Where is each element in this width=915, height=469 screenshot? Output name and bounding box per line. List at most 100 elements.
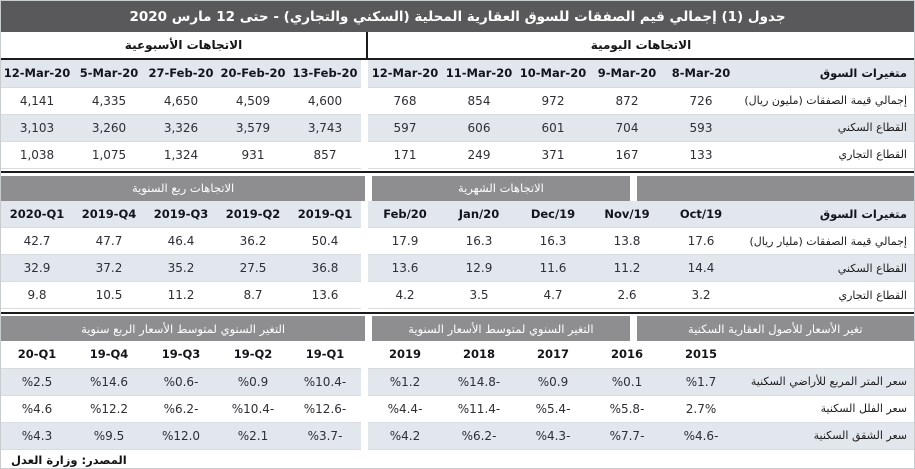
quarterly-trends-header: الاتجاهات ربع السنوية (1, 175, 366, 201)
value-cell: 3,579 (217, 114, 289, 142)
value-cell: %2.1 (217, 422, 289, 450)
value-cell: 768 (368, 87, 442, 115)
header-gutter (365, 316, 373, 341)
value-cell: %4.2 (368, 422, 442, 450)
column-header: 2019 (368, 341, 442, 369)
column-gutter (361, 114, 368, 142)
value-cell: 4,141 (1, 87, 73, 115)
row-label: سعر الفلل السكنية (738, 395, 914, 423)
value-cell: 931 (217, 141, 289, 169)
value-cell: 4.7 (516, 281, 590, 309)
column-header: 9-Mar-20 (590, 60, 664, 88)
column-gutter (361, 141, 368, 169)
market-variables-header: متغيرات السوق (738, 60, 914, 88)
value-cell: 857 (289, 141, 361, 169)
value-cell: 371 (516, 141, 590, 169)
column-header: 2020-Q1 (1, 200, 73, 228)
column-gutter (361, 341, 368, 369)
column-header: 8-Mar-20 (664, 60, 738, 88)
market-variables-header: متغيرات السوق (738, 200, 914, 228)
value-cell: %5.8- (590, 395, 664, 423)
value-cell: 47.7 (73, 227, 145, 255)
section2-group-header: الاتجاهات ربع السنوية الاتجاهات الشهرية (1, 175, 914, 201)
column-header: 12-Mar-20 (368, 60, 442, 88)
column-header: 19-Q3 (145, 341, 217, 369)
column-gutter (361, 227, 368, 255)
column-gutter (361, 87, 368, 115)
column-gutter (361, 395, 368, 423)
row-label: القطاع السكني (738, 114, 914, 142)
column-header: 19-Q2 (217, 341, 289, 369)
monthly-trends-header: الاتجاهات الشهرية (372, 175, 630, 201)
value-cell: %0.9 (217, 368, 289, 396)
empty-label-header (738, 341, 914, 369)
value-cell: 597 (368, 114, 442, 142)
page-title: جدول (1) إجمالي قيم الصفقات للسوق العقار… (1, 1, 914, 32)
value-cell: %11.4- (442, 395, 516, 423)
table-header-row: 12-Mar-20 5-Mar-20 27-Feb-20 20-Feb-20 1… (1, 60, 914, 88)
value-cell: 46.4 (145, 227, 217, 255)
column-header: 20-Feb-20 (217, 60, 289, 88)
value-cell: 37.2 (73, 254, 145, 282)
column-header: 2019-Q1 (289, 200, 361, 228)
value-cell: 17.6 (664, 227, 738, 255)
column-header: 12-Mar-20 (1, 60, 73, 88)
table-row: %4.3 %9.5 %12.0 %2.1 %3.7- %4.2 %6.2- %4… (1, 422, 914, 450)
value-cell: 36.8 (289, 254, 361, 282)
value-cell: %14.6 (73, 368, 145, 396)
value-cell: 12.9 (442, 254, 516, 282)
value-cell: %4.4- (368, 395, 442, 423)
table-row: 3,103 3,260 3,326 3,579 3,743 597 606 60… (1, 114, 914, 142)
table-header-row: 2020-Q1 2019-Q4 2019-Q3 2019-Q2 2019-Q1 … (1, 200, 914, 228)
value-cell: 9.8 (1, 281, 73, 309)
vertical-divider (366, 32, 368, 58)
value-cell: %1.2 (368, 368, 442, 396)
value-cell: 854 (442, 87, 516, 115)
column-header: Feb/20 (368, 200, 442, 228)
value-cell: %0.1 (590, 368, 664, 396)
value-cell: 14.4 (664, 254, 738, 282)
value-cell: 35.2 (145, 254, 217, 282)
value-cell: 593 (664, 114, 738, 142)
value-cell: %10.4- (217, 395, 289, 423)
value-cell: %3.7- (289, 422, 361, 450)
column-header: 13-Feb-20 (289, 60, 361, 88)
value-cell: 601 (516, 114, 590, 142)
table-row: 9.8 10.5 11.2 8.7 13.6 4.2 3.5 4.7 2.6 3… (1, 281, 914, 309)
value-cell: 972 (516, 87, 590, 115)
value-cell: 171 (368, 141, 442, 169)
column-header: 10-Mar-20 (516, 60, 590, 88)
value-cell: 704 (590, 114, 664, 142)
row-label: القطاع التجاري (738, 281, 914, 309)
value-cell: 3.2 (664, 281, 738, 309)
value-cell: 11.6 (516, 254, 590, 282)
value-cell: %4.3 (1, 422, 73, 450)
table-row: 42.7 47.7 46.4 36.2 50.4 17.9 16.3 16.3 … (1, 227, 914, 255)
value-cell: %5.4- (516, 395, 590, 423)
table-row: %2.5 %14.6 %0.6- %0.9 %10.4- %1.2 %14.8-… (1, 368, 914, 396)
value-cell: 2.7% (664, 395, 738, 423)
column-header: 2019-Q4 (73, 200, 145, 228)
value-cell: 4,509 (217, 87, 289, 115)
section3-group-header: التغير السنوي لمتوسط الأسعار الربع سنوية… (1, 316, 914, 341)
value-cell: %12.6- (289, 395, 361, 423)
column-header: 2016 (590, 341, 664, 369)
value-cell: 11.2 (145, 281, 217, 309)
table-row: 1,038 1,075 1,324 931 857 171 249 371 16… (1, 141, 914, 169)
value-cell: 249 (442, 141, 516, 169)
value-cell: 872 (590, 87, 664, 115)
footer: المصدر: وزارة العدل (1, 449, 914, 468)
value-cell: %6.2- (442, 422, 516, 450)
value-cell: 13.8 (590, 227, 664, 255)
residential-assets-header: تغير الأسعار للأصول العقارية السكنية (636, 316, 914, 341)
value-cell: %6.2- (145, 395, 217, 423)
value-cell: %2.5 (1, 368, 73, 396)
value-cell: 133 (664, 141, 738, 169)
weekly-daily-table: 12-Mar-20 5-Mar-20 27-Feb-20 20-Feb-20 1… (1, 60, 914, 169)
value-cell: 13.6 (289, 281, 361, 309)
column-gutter (361, 281, 368, 309)
value-cell: %14.8- (442, 368, 516, 396)
weekly-trends-header: الاتجاهات الأسبوعية (124, 38, 243, 52)
column-header: Jan/20 (442, 200, 516, 228)
value-cell: 16.3 (516, 227, 590, 255)
